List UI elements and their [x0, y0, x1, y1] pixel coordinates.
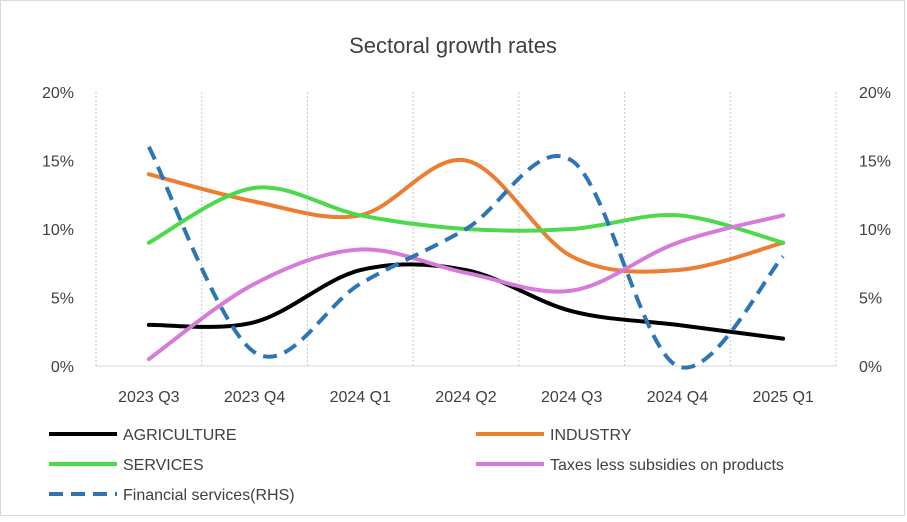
x-tick-label: 2023 Q3: [118, 389, 179, 406]
legend-item-services: SERVICES: [49, 457, 204, 474]
series-line-financial-services-rhs: [147, 145, 785, 370]
y-axis-left: 0% 5% 10% 15% 20%: [42, 85, 74, 376]
legend: AGRICULTURE INDUSTRY SERVICES Taxes less su…: [49, 427, 784, 504]
chart-title: Sectoral growth rates: [349, 33, 557, 58]
x-axis: 2023 Q3 2023 Q4 2024 Q1 2024 Q2 2024 Q3 2024 …: [96, 365, 836, 406]
y-left-tick-label: 10%: [42, 222, 74, 239]
legend-label: Taxes less subsidies on products: [550, 457, 784, 474]
y-left-tick-label: 15%: [42, 154, 74, 171]
x-tick-label: 2024 Q4: [647, 389, 708, 406]
legend-item-financial-services-rhs: Financial services(RHS): [49, 487, 295, 504]
y-axis-right: 0% 5% 10% 15% 20%: [859, 85, 891, 376]
x-tick-label: 2023 Q4: [224, 389, 285, 406]
x-tick-label: 2024 Q3: [541, 389, 602, 406]
legend-item-taxes-less-subsidies-on-products: Taxes less subsidies on products: [476, 457, 784, 474]
series-layer: [146, 145, 786, 370]
series-line-taxes-less-subsidies-on-products: [146, 213, 786, 362]
x-tick-label: 2025 Q1: [752, 389, 813, 406]
y-right-tick-label: 5%: [859, 291, 882, 308]
legend-label: SERVICES: [123, 457, 204, 474]
x-tick-label: 2024 Q1: [330, 389, 391, 406]
legend-item-industry: INDUSTRY: [476, 427, 632, 444]
series-line-services: [146, 185, 786, 245]
legend-label: AGRICULTURE: [123, 427, 237, 444]
x-tick-label: 2024 Q2: [435, 389, 496, 406]
y-left-tick-label: 5%: [51, 291, 74, 308]
series-line-agriculture: [146, 262, 786, 341]
y-right-tick-label: 0%: [859, 359, 882, 376]
legend-label: Financial services(RHS): [123, 487, 295, 504]
y-right-tick-label: 20%: [859, 85, 891, 102]
legend-label: INDUSTRY: [550, 427, 632, 444]
y-right-tick-label: 15%: [859, 154, 891, 171]
y-right-tick-label: 10%: [859, 222, 891, 239]
legend-item-agriculture: AGRICULTURE: [49, 427, 237, 444]
y-left-tick-label: 20%: [42, 85, 74, 102]
y-left-tick-label: 0%: [51, 359, 74, 376]
series-line-industry: [146, 158, 786, 274]
